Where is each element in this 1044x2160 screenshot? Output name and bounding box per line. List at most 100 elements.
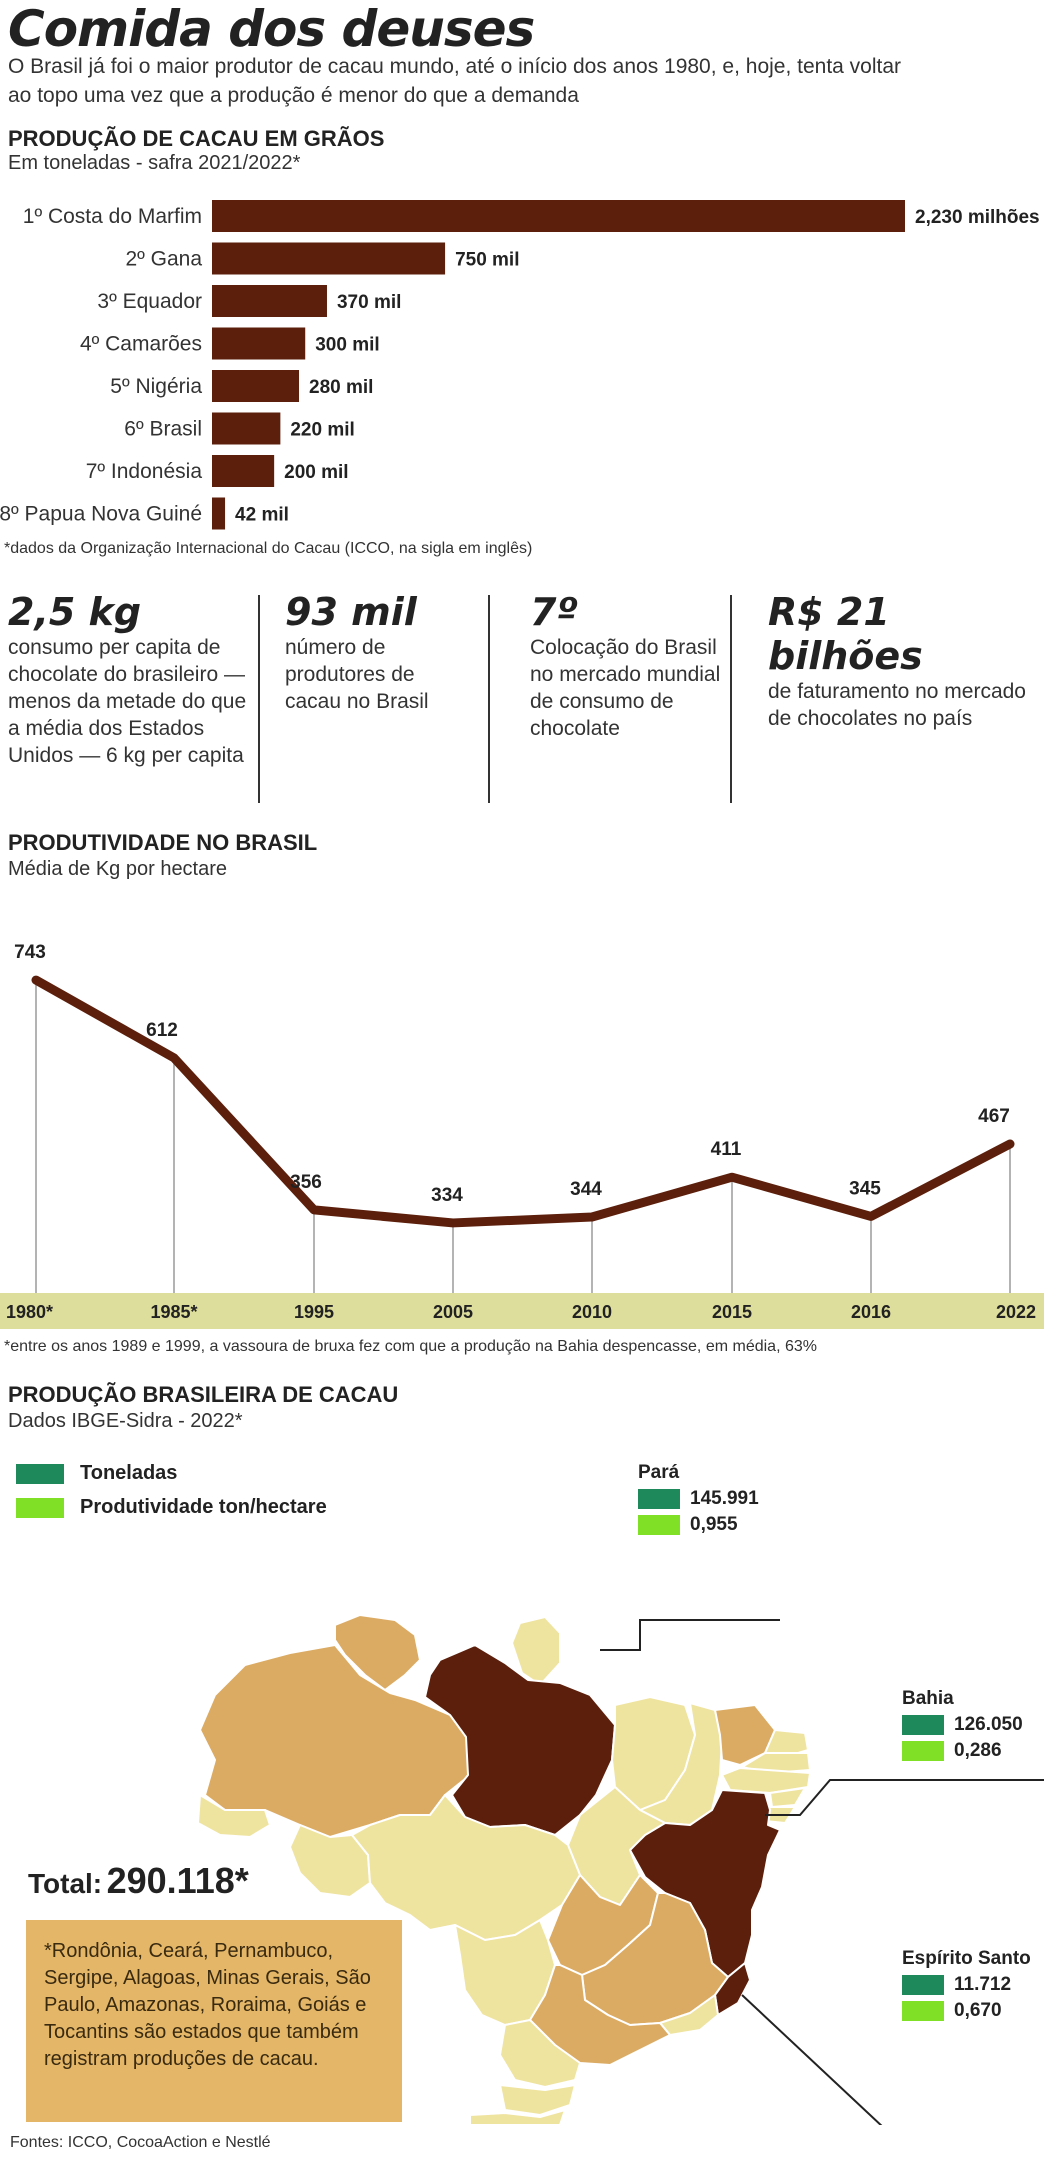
- bar: [212, 455, 275, 487]
- x-tick-label: 1995: [294, 1302, 334, 1322]
- productivity-series-line: [31, 975, 1015, 1228]
- callout-bahia-name: Bahia: [902, 1688, 954, 1709]
- tons-swatch: [638, 1489, 680, 1509]
- stat-consumption-text: consumo per capita de chocolate do brasi…: [8, 636, 247, 767]
- stat-revenue-text: de faturamento no mercado de chocolates …: [768, 680, 1026, 730]
- stat-producers-text: número de produtores de cacau no Brasil: [285, 636, 429, 713]
- callout-espirito-santo-name: Espírito Santo: [902, 1948, 1031, 1969]
- bar-value-label: 200 mil: [284, 462, 348, 483]
- brazil-title: PRODUÇÃO BRASILEIRA DE CACAU: [8, 1382, 399, 1407]
- state-bahia: [629, 1789, 781, 1978]
- bar-value-label: 750 mil: [455, 250, 519, 271]
- bar: [212, 285, 327, 317]
- state-amazonas: [199, 1644, 471, 1838]
- total-label: Total:: [28, 1868, 103, 1899]
- x-tick-label: 2016: [851, 1302, 891, 1322]
- state-mato-grosso: [351, 1794, 581, 1941]
- stat-divider: [730, 595, 732, 803]
- callout-para: Pará 145.991 0,955: [638, 1462, 759, 1536]
- point-value-label: 467: [978, 1106, 1010, 1127]
- stat-revenue-value: R$ 21 bilhões: [768, 590, 923, 678]
- production-subtitle: Em toneladas - safra 2021/2022*: [8, 152, 301, 174]
- total-value: 290.118*: [106, 1860, 249, 1901]
- bar: [212, 412, 281, 445]
- stat-ranking-text: Colocação do Brasil no mercado mundial d…: [530, 636, 721, 740]
- point-value-label: 334: [431, 1185, 463, 1206]
- callout-espirito-santo: Espírito Santo 11.712 0,670: [902, 1948, 1031, 2022]
- callout-para-tons: 145.991: [690, 1488, 759, 1509]
- state-rondonia: [289, 1824, 371, 1898]
- prod-swatch: [902, 2001, 944, 2021]
- productivity-footnote: *entre os anos 1989 e 1999, a vassoura d…: [4, 1338, 817, 1355]
- brazil-map: [197, 1614, 1044, 2125]
- states-note: *Rondônia, Ceará, Pernambuco, Sergipe, A…: [26, 1920, 402, 2122]
- brazil-total: Total: 290.118*: [28, 1860, 249, 1902]
- production-bar-chart: 1º Costa do Marfim 2,230 milhões 2º Gana 75…: [0, 200, 1040, 530]
- bar: [212, 200, 905, 232]
- productivity-line-chart: 743 612 356 334 344 411 345 467 1980* 1985* 1995 20…: [0, 942, 1044, 1329]
- bar: [212, 497, 226, 530]
- callout-bahia: Bahia 126.050 0,286: [902, 1688, 1023, 1762]
- legend-tons-swatch: [16, 1464, 64, 1484]
- state-santa-catarina: [499, 2084, 576, 2116]
- bar-value-label: 280 mil: [309, 377, 373, 398]
- bar-category-label: 8º Papua Nova Guiné: [0, 503, 202, 526]
- bar-value-label: 300 mil: [315, 335, 379, 356]
- page-title: Comida dos deuses: [8, 0, 535, 58]
- point-value-label: 411: [711, 1139, 742, 1160]
- bar-category-label: 2º Gana: [125, 248, 202, 271]
- x-tick-label: 1985*: [150, 1302, 197, 1322]
- bar-category-label: 7º Indonésia: [86, 460, 203, 483]
- stat-revenue: R$ 21 bilhões de faturamento no mercado …: [768, 590, 1038, 732]
- state-roraima: [334, 1614, 421, 1691]
- point-value-label: 345: [849, 1178, 881, 1199]
- tons-swatch: [902, 1715, 944, 1735]
- callout-bahia-tons: 126.050: [954, 1714, 1023, 1735]
- state-parana: [499, 2019, 581, 2088]
- x-axis-band: [0, 1293, 1044, 1329]
- productivity-subtitle: Média de Kg por hectare: [8, 858, 228, 880]
- x-tick-label: 2015: [712, 1302, 752, 1322]
- productivity-title: PRODUTIVIDADE NO BRASIL: [8, 830, 318, 855]
- x-tick-label: 2022: [996, 1302, 1036, 1322]
- intro-text: O Brasil já foi o maior produtor de caca…: [8, 55, 902, 107]
- stat-divider: [258, 595, 260, 803]
- stat-consumption-value: 2,5 kg: [8, 590, 142, 634]
- callout-espirito-santo-prod: 0,670: [954, 2000, 1002, 2021]
- production-footnote: *dados da Organização Internacional do C…: [4, 540, 533, 557]
- stat-producers: 93 mil número de produtores de cacau no …: [285, 590, 475, 715]
- callout-espirito-santo-tons: 11.712: [954, 1974, 1012, 1995]
- stat-producers-value: 93 mil: [285, 590, 417, 634]
- x-tick-label: 2010: [572, 1302, 612, 1322]
- bar-category-label: 5º Nigéria: [110, 375, 202, 398]
- state-sao-paulo: [529, 1964, 671, 2066]
- prod-swatch: [902, 1741, 944, 1761]
- bar: [212, 327, 306, 360]
- point-value-label: 743: [14, 942, 46, 963]
- stat-ranking-value: 7º: [530, 590, 578, 634]
- bar-category-label: 1º Costa do Marfim: [23, 205, 202, 228]
- x-tick-label: 1980*: [6, 1302, 53, 1322]
- stat-ranking: 7º Colocação do Brasil no mercado mundia…: [530, 590, 730, 742]
- bar-value-label: 370 mil: [337, 292, 401, 313]
- state-ceara: [714, 1704, 776, 1766]
- stat-divider: [488, 595, 490, 803]
- prod-swatch: [638, 1515, 680, 1535]
- point-value-label: 356: [290, 1172, 322, 1193]
- state-amapa: [511, 1616, 561, 1686]
- brazil-subtitle: Dados IBGE-Sidra - 2022*: [8, 1410, 243, 1432]
- state-rio-grande-do-sul: [469, 2109, 566, 2125]
- tons-swatch: [902, 1975, 944, 1995]
- callout-line-para: [600, 1619, 780, 1651]
- callout-line-espirito-santo: [741, 1994, 883, 2125]
- callout-para-prod: 0,955: [690, 1514, 738, 1535]
- callout-bahia-prod: 0,286: [954, 1740, 1002, 1761]
- bar-category-label: 3º Equador: [97, 290, 202, 313]
- bar-value-label: 2,230 milhões: [915, 207, 1040, 228]
- bar: [212, 370, 300, 402]
- callout-line-bahia: [765, 1779, 1044, 1816]
- point-value-label: 612: [146, 1020, 178, 1041]
- map-states: [197, 1614, 811, 2125]
- bar-category-label: 4º Camarões: [80, 333, 202, 356]
- state-acre: [197, 1794, 271, 1838]
